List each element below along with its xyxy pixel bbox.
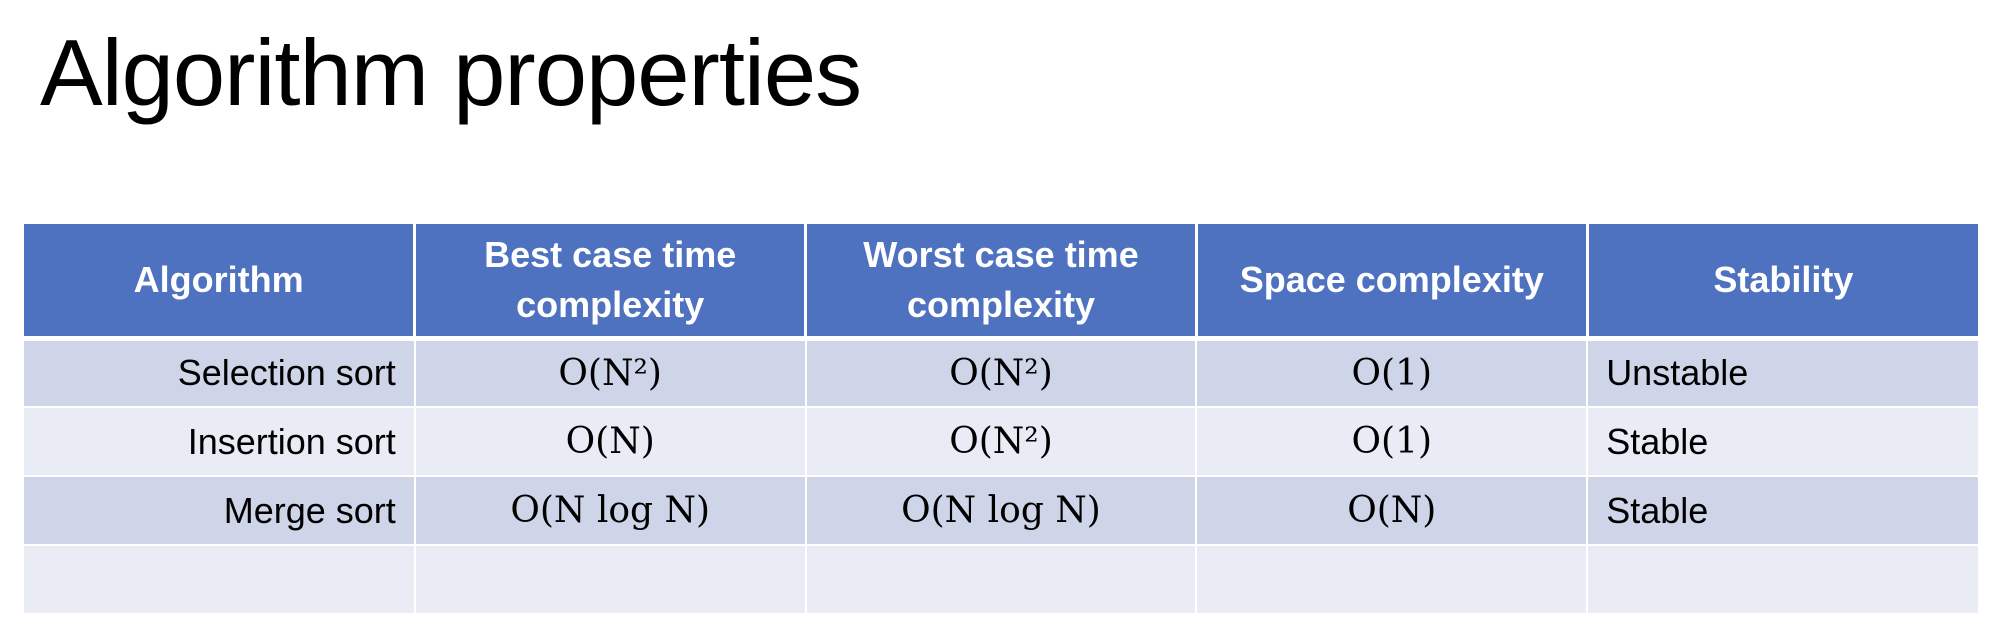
space-complexity-value: O(N) bbox=[1195, 475, 1589, 546]
table-header-row: Algorithm Best case time complexity Wors… bbox=[24, 224, 1978, 341]
worst-case-value: O(N log N) bbox=[804, 475, 1198, 546]
algorithm-name: Merge sort bbox=[24, 475, 416, 546]
slide-title: Algorithm properties bbox=[40, 20, 862, 125]
stability-value: Unstable bbox=[1586, 337, 1978, 408]
empty-cell bbox=[804, 544, 1198, 615]
algorithm-properties-table: Algorithm Best case time complexity Wors… bbox=[24, 224, 1978, 615]
stability-value: Stable bbox=[1586, 475, 1978, 546]
empty-cell bbox=[1586, 544, 1978, 615]
best-case-value: O(N²) bbox=[413, 337, 807, 408]
empty-cell bbox=[24, 544, 416, 615]
table-row: Insertion sort O(N) O(N²) O(1) Stable bbox=[24, 406, 1978, 477]
space-complexity-value: O(1) bbox=[1195, 337, 1589, 408]
table-row: Selection sort O(N²) O(N²) O(1) Unstable bbox=[24, 337, 1978, 408]
header-best-case: Best case time complexity bbox=[413, 224, 808, 341]
stability-value: Stable bbox=[1586, 406, 1978, 477]
header-stability: Stability bbox=[1585, 224, 1978, 341]
empty-cell bbox=[413, 544, 807, 615]
table-row-empty bbox=[24, 544, 1978, 615]
worst-case-value: O(N²) bbox=[804, 337, 1198, 408]
header-worst-case: Worst case time complexity bbox=[804, 224, 1198, 341]
header-space-complexity: Space complexity bbox=[1194, 224, 1589, 341]
empty-cell bbox=[1195, 544, 1589, 615]
table-row: Merge sort O(N log N) O(N log N) O(N) St… bbox=[24, 475, 1978, 546]
header-algorithm: Algorithm bbox=[24, 224, 417, 341]
best-case-value: O(N) bbox=[413, 406, 807, 477]
algorithm-name: Insertion sort bbox=[24, 406, 416, 477]
algorithm-name: Selection sort bbox=[24, 337, 416, 408]
best-case-value: O(N log N) bbox=[413, 475, 807, 546]
space-complexity-value: O(1) bbox=[1195, 406, 1589, 477]
worst-case-value: O(N²) bbox=[804, 406, 1198, 477]
